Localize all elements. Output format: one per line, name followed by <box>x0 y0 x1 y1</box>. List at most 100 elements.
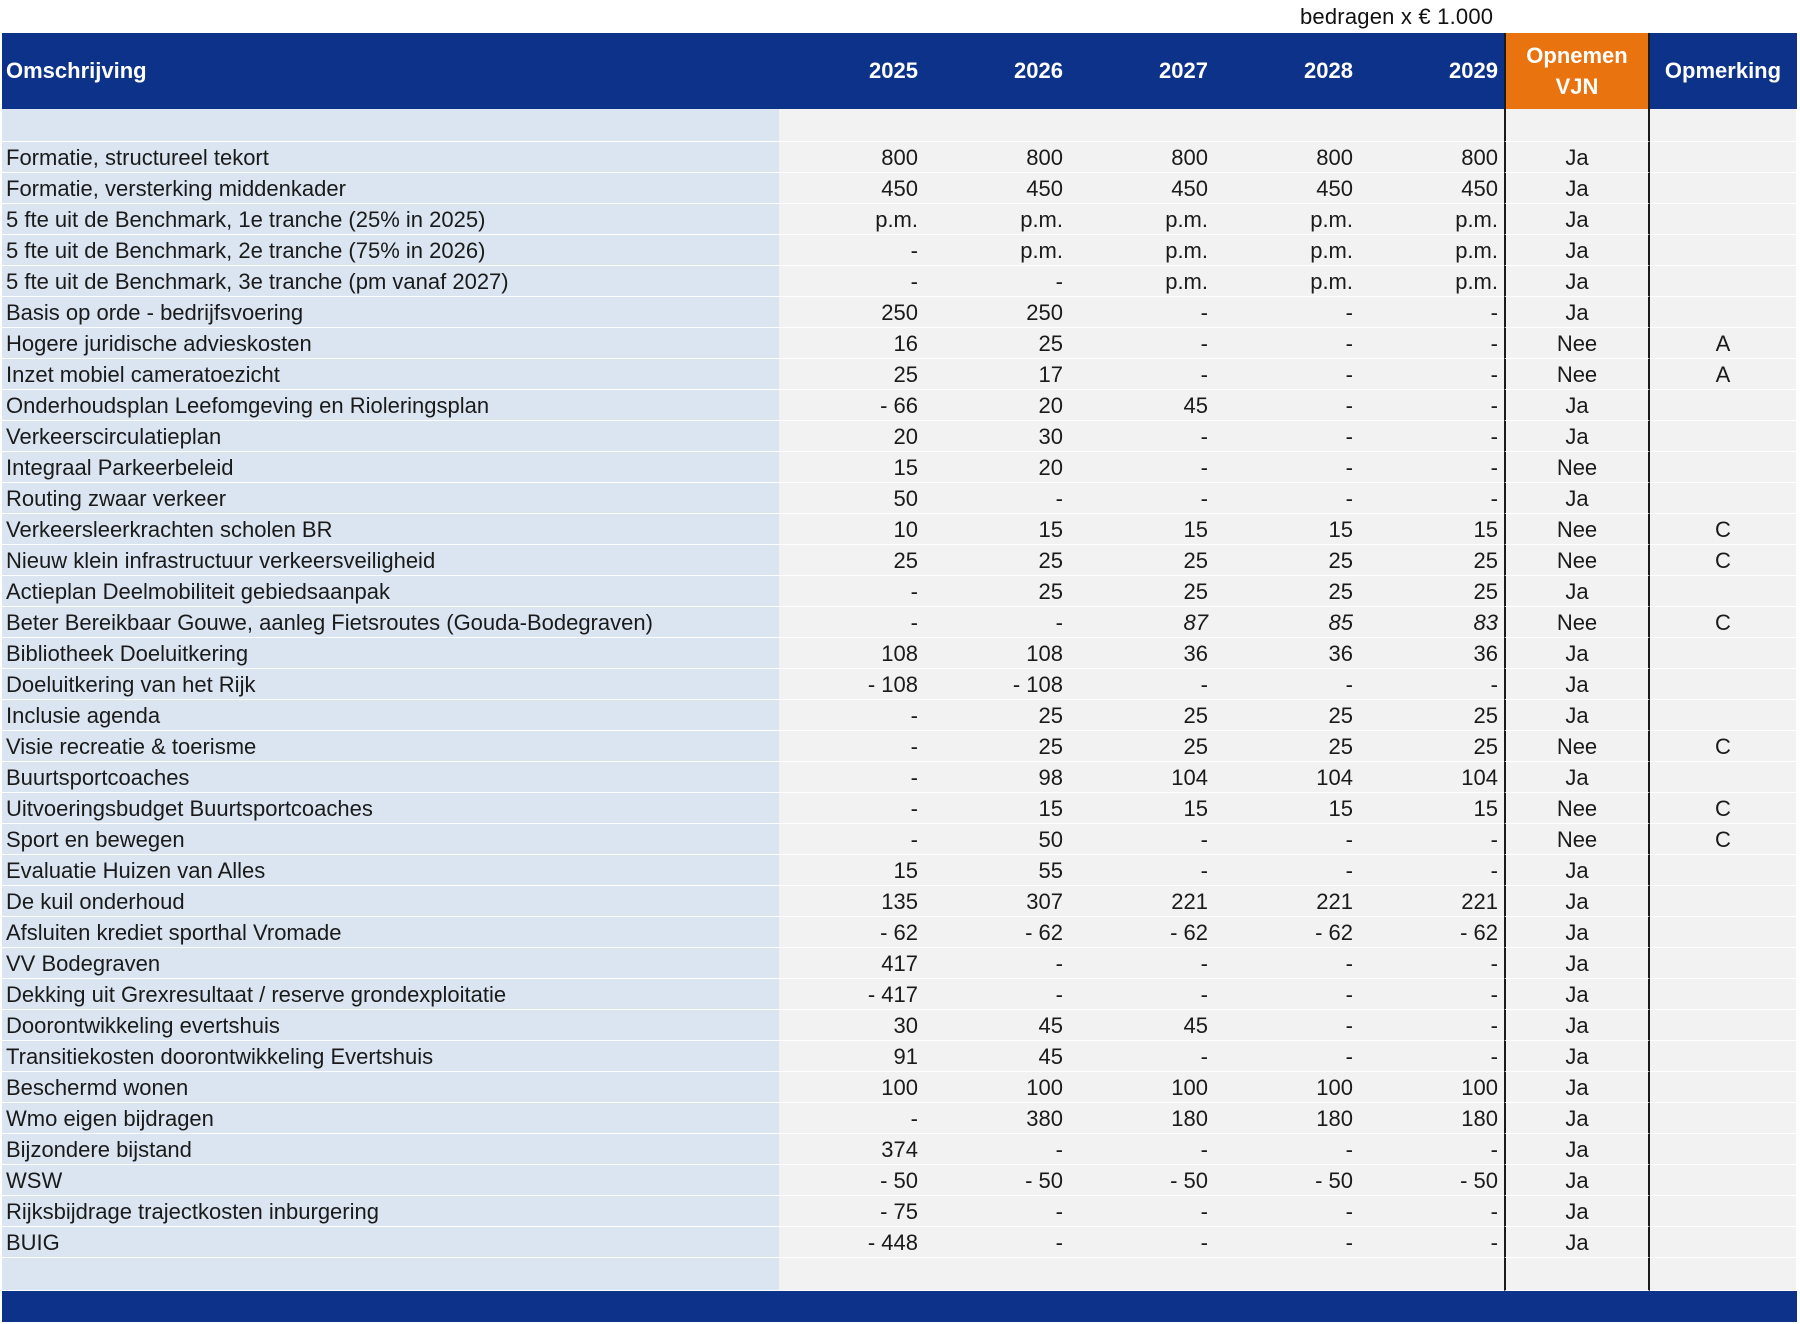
row-description: Integraal Parkeerbeleid <box>2 452 779 483</box>
row-value-2026: 30 <box>924 421 1069 452</box>
row-value-2026: 100 <box>924 1072 1069 1103</box>
row-description: Bijzondere bijstand <box>2 1134 779 1165</box>
table-row: Inclusie agenda -25 25 25 25 Ja <box>2 700 1797 731</box>
row-value-2025: - <box>779 731 924 762</box>
table-row: Verkeersleerkrachten scholen BR 10 15 15 15 1… <box>2 514 1797 545</box>
row-value-2025: - <box>779 1103 924 1134</box>
row-value-2026: - <box>924 979 1069 1010</box>
table-row: Doorontwikkeling evertshuis 30 45 45- - Ja <box>2 1010 1797 1041</box>
row-opmerking <box>1650 390 1796 421</box>
row-value-2028: - 62 <box>1214 917 1359 948</box>
header-opnemen-vjn: Opnemen VJN <box>1504 33 1650 109</box>
table-row: Routing zwaar verkeer 50- - - - Ja <box>2 483 1797 514</box>
row-opnemen-vjn: Nee <box>1504 731 1650 762</box>
header-opnemen-line2: VJN <box>1555 74 1599 99</box>
row-value-2027: 100 <box>1069 1072 1214 1103</box>
row-value-2025: 50 <box>779 483 924 514</box>
table-row: Buurtsportcoaches -98 104 104 104 Ja <box>2 762 1797 793</box>
row-value-2026: p.m. <box>924 204 1069 235</box>
row-value-2028: - <box>1214 421 1359 452</box>
table-row: Formatie, structureel tekort 800 800 800 800… <box>2 142 1797 173</box>
row-description: 5 fte uit de Benchmark, 1e tranche (25% … <box>2 204 779 235</box>
row-value-2025: 450 <box>779 173 924 204</box>
row-opmerking <box>1650 669 1796 700</box>
row-value-2027: 221 <box>1069 886 1214 917</box>
row-value-2027: - <box>1069 359 1214 390</box>
row-opmerking <box>1650 917 1796 948</box>
row-opmerking <box>1650 1072 1796 1103</box>
row-opmerking <box>1650 1103 1796 1134</box>
row-opmerking <box>1650 204 1796 235</box>
row-description: Transitiekosten doorontwikkeling Evertsh… <box>2 1041 779 1072</box>
row-value-2029: 450 <box>1359 173 1504 204</box>
row-opmerking: A <box>1650 328 1796 359</box>
row-description: Sport en bewegen <box>2 824 779 855</box>
row-value-2025: 91 <box>779 1041 924 1072</box>
row-value-2026: 20 <box>924 452 1069 483</box>
row-value-2027: 180 <box>1069 1103 1214 1134</box>
budget-table: Omschrijving 2025 2026 2027 2028 2029 Op… <box>2 33 1797 1322</box>
row-value-2025: - 66 <box>779 390 924 421</box>
row-value-2025: 15 <box>779 855 924 886</box>
row-value-2029: - <box>1359 1227 1504 1258</box>
row-value-2025: - <box>779 824 924 855</box>
row-value-2025: - <box>779 700 924 731</box>
row-description: Beschermd wonen <box>2 1072 779 1103</box>
row-opmerking <box>1650 142 1796 173</box>
row-opmerking <box>1650 173 1796 204</box>
table-row: De kuil onderhoud 135 307 221 221 221 Ja <box>2 886 1797 917</box>
row-description: Formatie, structureel tekort <box>2 142 779 173</box>
row-description: 5 fte uit de Benchmark, 3e tranche (pm v… <box>2 266 779 297</box>
row-value-2025: 16 <box>779 328 924 359</box>
row-value-2029: - <box>1359 452 1504 483</box>
row-value-2028: - <box>1214 979 1359 1010</box>
row-value-2027: p.m. <box>1069 204 1214 235</box>
row-value-2029: - <box>1359 297 1504 328</box>
row-value-2029: 180 <box>1359 1103 1504 1134</box>
row-value-2029: 25 <box>1359 576 1504 607</box>
row-value-2029: 15 <box>1359 514 1504 545</box>
row-opnemen-vjn: Nee <box>1504 607 1650 638</box>
row-value-2028: 25 <box>1214 731 1359 762</box>
row-value-2029: - <box>1359 421 1504 452</box>
row-value-2028: 800 <box>1214 142 1359 173</box>
row-value-2029: - <box>1359 979 1504 1010</box>
row-value-2027: 87 <box>1069 607 1214 638</box>
row-value-2027: - <box>1069 452 1214 483</box>
row-value-2026: - 108 <box>924 669 1069 700</box>
row-value-2028: 15 <box>1214 793 1359 824</box>
row-value-2027: 36 <box>1069 638 1214 669</box>
row-value-2025: - <box>779 793 924 824</box>
row-opnemen-vjn: Ja <box>1504 638 1650 669</box>
row-value-2027: 25 <box>1069 576 1214 607</box>
row-value-2027: 104 <box>1069 762 1214 793</box>
row-value-2026: - <box>924 1227 1069 1258</box>
row-opnemen-vjn: Ja <box>1504 669 1650 700</box>
row-description: Routing zwaar verkeer <box>2 483 779 514</box>
row-opmerking: C <box>1650 514 1796 545</box>
row-value-2025: - <box>779 266 924 297</box>
row-value-2029: p.m. <box>1359 235 1504 266</box>
row-value-2026: 50 <box>924 824 1069 855</box>
row-description: Afsluiten krediet sporthal Vromade <box>2 917 779 948</box>
row-value-2026: 20 <box>924 390 1069 421</box>
row-value-2029: 800 <box>1359 142 1504 173</box>
table-row: BUIG - 448- - - - Ja <box>2 1227 1797 1258</box>
row-value-2026: - <box>924 1134 1069 1165</box>
row-value-2028: 25 <box>1214 545 1359 576</box>
row-value-2028: - <box>1214 1041 1359 1072</box>
row-value-2026: 800 <box>924 142 1069 173</box>
table-row: Doeluitkering van het Rijk - 108- 108- - - J… <box>2 669 1797 700</box>
row-opmerking: C <box>1650 731 1796 762</box>
row-value-2028: 100 <box>1214 1072 1359 1103</box>
row-description: Wmo eigen bijdragen <box>2 1103 779 1134</box>
row-value-2028: - <box>1214 855 1359 886</box>
row-description: Evaluatie Huizen van Alles <box>2 855 779 886</box>
row-value-2025: 15 <box>779 452 924 483</box>
row-value-2028: 180 <box>1214 1103 1359 1134</box>
row-description: Visie recreatie & toerisme <box>2 731 779 762</box>
row-value-2029: 100 <box>1359 1072 1504 1103</box>
row-value-2026: 55 <box>924 855 1069 886</box>
row-value-2025: - 448 <box>779 1227 924 1258</box>
row-opmerking <box>1650 483 1796 514</box>
